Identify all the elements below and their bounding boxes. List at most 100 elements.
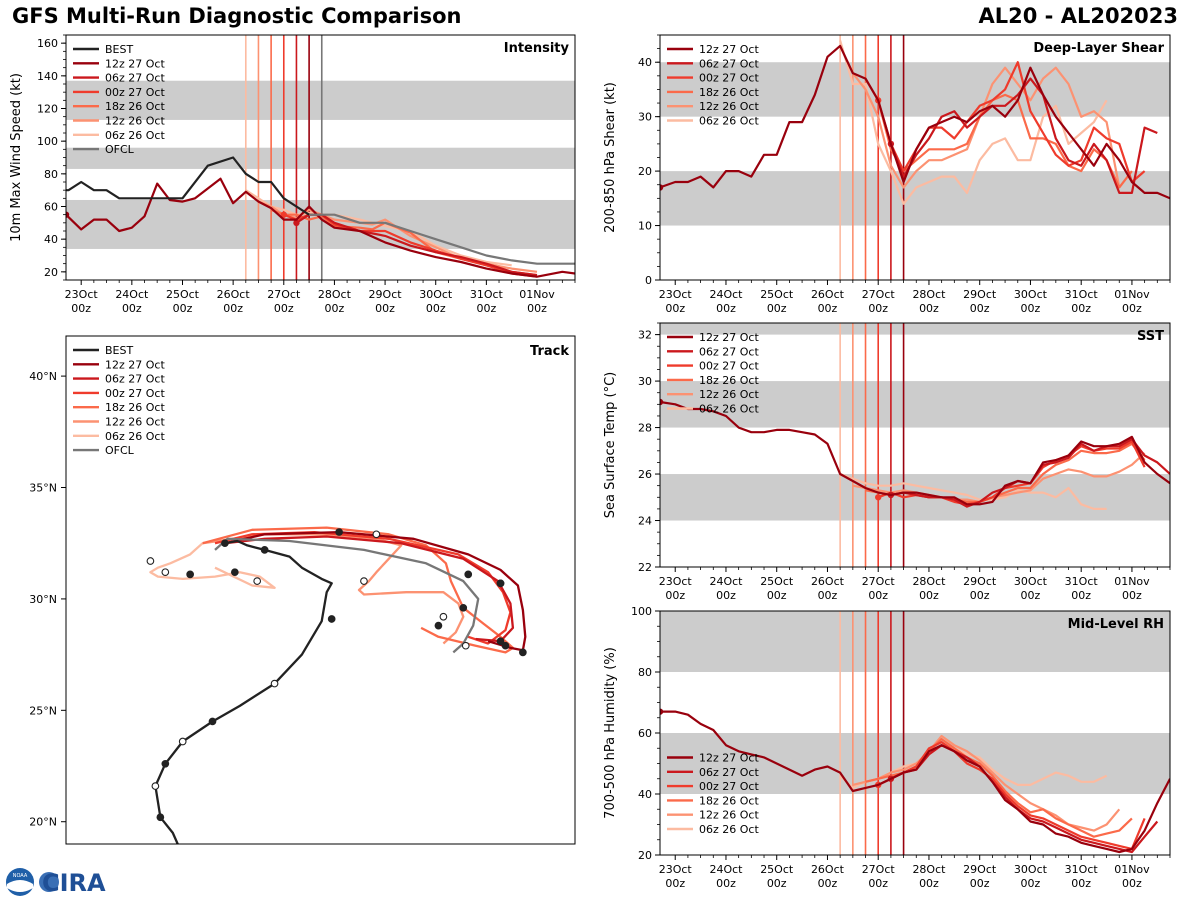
rh-legend-label: 18z 26 Oct <box>699 794 759 807</box>
sst-legend-label: 12z 27 Oct <box>699 331 759 344</box>
intensity-x-tick-hour: 00z <box>173 302 193 315</box>
track-position-marker <box>335 528 343 536</box>
noaa-badge-text: NOAA <box>13 873 28 879</box>
track-position-marker <box>270 679 279 688</box>
shear-x-tick-hour: 00z <box>1122 302 1142 315</box>
intensity-x-tick-hour: 00z <box>223 302 243 315</box>
intensity-x-tick-hour: 00z <box>71 302 91 315</box>
intensity-y-tick-label: 60 <box>44 201 58 214</box>
sst-panel-title: SST <box>1137 329 1164 344</box>
intensity-x-tick-hour: 00z <box>274 302 294 315</box>
shear-shaded-band <box>660 62 1170 117</box>
track-legend-label: 06z 27 Oct <box>105 373 165 386</box>
sst-x-tick-label: 26Oct <box>811 575 845 588</box>
shear-x-tick-label: 28Oct <box>912 288 946 301</box>
intensity-y-tick-label: 120 <box>37 103 58 116</box>
track-legend-label: OFCL <box>105 444 135 457</box>
sst-x-tick-label: 24Oct <box>709 575 743 588</box>
track-position-marker <box>161 759 170 768</box>
sst-y-tick-label: 26 <box>638 468 652 481</box>
sst-series-line <box>839 472 1107 510</box>
figure-title: GFS Multi-Run Diagnostic Comparison <box>12 4 462 28</box>
sst-x-tick-hour: 00z <box>665 589 685 602</box>
sst-shaded-band <box>660 474 1170 521</box>
shear-x-tick-hour: 00z <box>919 302 939 315</box>
rh-x-tick-label: 26Oct <box>811 863 845 876</box>
rh-x-tick-label: 31Oct <box>1065 863 1099 876</box>
intensity-x-tick-hour: 00z <box>325 302 345 315</box>
track-legend-label: 12z 26 Oct <box>105 416 165 429</box>
shear-x-tick-label: 30Oct <box>1014 288 1048 301</box>
rh-x-tick-hour: 00z <box>1071 877 1091 890</box>
sst-y-tick-label: 32 <box>638 329 652 342</box>
sst-init-marker <box>875 494 882 501</box>
rh-panel-title: Mid-Level RH <box>1068 617 1164 632</box>
track-legend-label: 12z 27 Oct <box>105 358 165 371</box>
track-path <box>149 542 276 589</box>
rh-panel: 2040608010023Oct00z24Oct00z25Oct00z26Oct… <box>603 605 1171 890</box>
rh-x-tick-hour: 00z <box>919 877 939 890</box>
track-position-marker <box>253 577 262 585</box>
intensity-shaded-band <box>66 80 575 120</box>
track-position-marker <box>360 577 368 585</box>
sst-legend-label: 06z 27 Oct <box>699 345 759 358</box>
sst-x-tick-label: 23Oct <box>659 575 693 588</box>
rh-x-tick-label: 01Nov <box>1114 863 1150 876</box>
shear-x-tick-label: 23Oct <box>659 288 693 301</box>
intensity-x-tick-hour: 00z <box>476 302 496 315</box>
sst-x-tick-label: 28Oct <box>912 575 946 588</box>
shear-legend-label: 12z 27 Oct <box>699 43 759 56</box>
track-position-marker <box>496 579 505 588</box>
sst-x-tick-hour: 00z <box>970 589 990 602</box>
intensity-y-tick-label: 140 <box>37 70 58 83</box>
shear-series-line <box>660 44 1170 200</box>
rh-x-tick-label: 30Oct <box>1014 863 1048 876</box>
storm-id-title: AL20 - AL202023 <box>978 4 1179 28</box>
rh-y-tick-label: 60 <box>638 727 652 740</box>
rh-x-tick-hour: 00z <box>1122 877 1142 890</box>
shear-shaded-band <box>660 171 1170 226</box>
intensity-legend-label: 18z 26 Oct <box>105 100 165 113</box>
rh-y-tick-label: 20 <box>638 849 652 862</box>
rh-x-tick-hour: 00z <box>665 877 685 890</box>
shear-legend-label: 06z 26 Oct <box>699 115 759 128</box>
track-position-marker <box>464 570 473 579</box>
shear-x-tick-hour: 00z <box>868 302 888 315</box>
sst-x-tick-hour: 00z <box>868 589 888 602</box>
track-position-marker <box>221 539 229 548</box>
rh-legend-label: 12z 27 Oct <box>699 752 759 765</box>
intensity-series-line <box>66 156 310 216</box>
intensity-x-tick-label: 23Oct <box>65 288 99 301</box>
rh-x-tick-label: 28Oct <box>912 863 946 876</box>
sst-y-tick-label: 24 <box>638 515 652 528</box>
rh-y-tick-label: 80 <box>638 666 652 679</box>
track-position-marker <box>178 737 187 746</box>
sst-x-tick-label: 31Oct <box>1065 575 1099 588</box>
shear-x-tick-hour: 00z <box>665 302 685 315</box>
sst-x-tick-label: 25Oct <box>760 575 794 588</box>
track-position-marker <box>434 621 443 630</box>
track-legend-label: 00z 27 Oct <box>105 387 165 400</box>
intensity-x-tick-label: 28Oct <box>318 288 352 301</box>
intensity-y-tick-label: 20 <box>44 266 58 279</box>
rh-y-axis-label: 700-500 hPa Humidity (%) <box>603 647 618 819</box>
intensity-x-tick-label: 27Oct <box>267 288 301 301</box>
shear-x-tick-hour: 00z <box>970 302 990 315</box>
intensity-legend-label: BEST <box>105 43 133 56</box>
intensity-y-tick-label: 80 <box>44 168 58 181</box>
shear-legend-label: 18z 26 Oct <box>699 86 759 99</box>
shear-series-line <box>851 66 1121 189</box>
rh-x-tick-hour: 00z <box>767 877 787 890</box>
shear-x-tick-hour: 00z <box>1021 302 1041 315</box>
track-lat-tick-label: 20°N <box>29 816 57 829</box>
intensity-x-tick-label: 31Oct <box>470 288 504 301</box>
intensity-shaded-band <box>66 147 575 169</box>
shear-y-tick-label: 30 <box>638 111 652 124</box>
sst-shaded-band <box>660 381 1170 428</box>
track-lat-tick-label: 40°N <box>29 370 57 383</box>
intensity-legend-label: 06z 26 Oct <box>105 129 165 142</box>
